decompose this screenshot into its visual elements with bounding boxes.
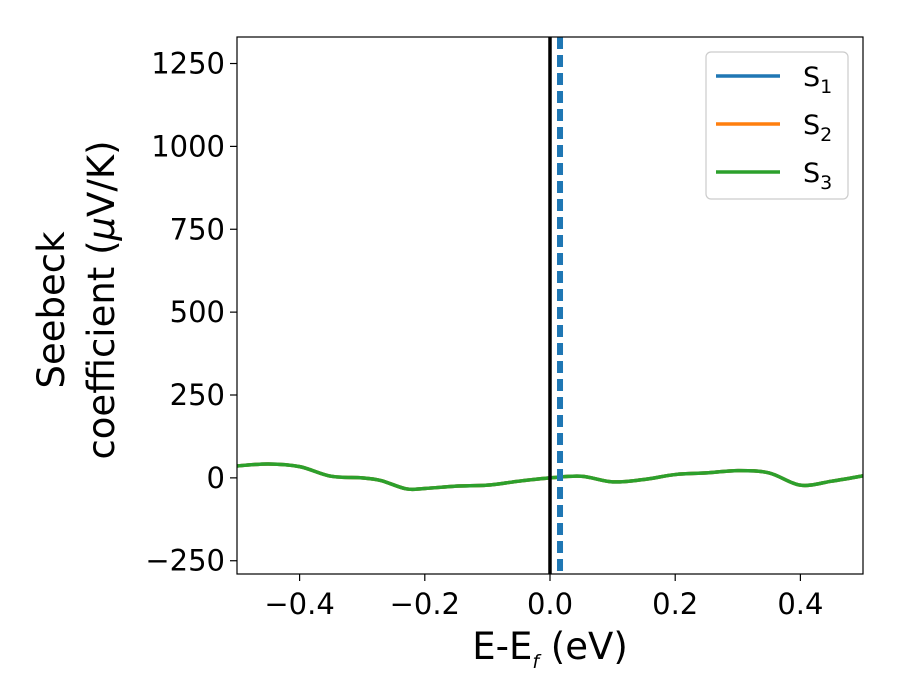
series-line-s3 — [237, 462, 863, 492]
y-tick-label: 1000 — [151, 129, 225, 163]
y-tick-label: 1250 — [151, 47, 225, 81]
y-axis-ticks: −250 0 250 500 750 1000 1250 — [145, 47, 237, 578]
x-axis-ticks: −0.4 −0.2 0.0 0.2 0.4 — [264, 574, 823, 621]
y-axis-label-line2: coefficient (μV/K) — [80, 140, 123, 459]
legend-label-s1: S1 — [803, 62, 832, 98]
x-axis-label: E-Ef (eV) — [472, 625, 628, 673]
legend: S1 S2 S3 — [705, 51, 849, 200]
reference-lines — [548, 37, 564, 574]
y-tick-label: 500 — [170, 295, 225, 329]
y-axis-label-line1: Seebeck — [30, 231, 73, 389]
y-tick-label: −250 — [145, 544, 225, 578]
series-layer — [237, 462, 863, 492]
x-tick-label: 0.0 — [527, 587, 573, 621]
x-tick-label: −0.4 — [264, 587, 334, 621]
y-tick-label: 250 — [170, 378, 225, 412]
legend-label-s3: S3 — [803, 158, 832, 194]
x-tick-label: 0.2 — [652, 587, 698, 621]
legend-label-s2: S2 — [803, 110, 832, 146]
x-tick-label: 0.4 — [777, 587, 823, 621]
y-tick-label: 750 — [170, 212, 225, 246]
y-tick-label: 0 — [207, 461, 225, 495]
x-tick-label: −0.2 — [390, 587, 460, 621]
